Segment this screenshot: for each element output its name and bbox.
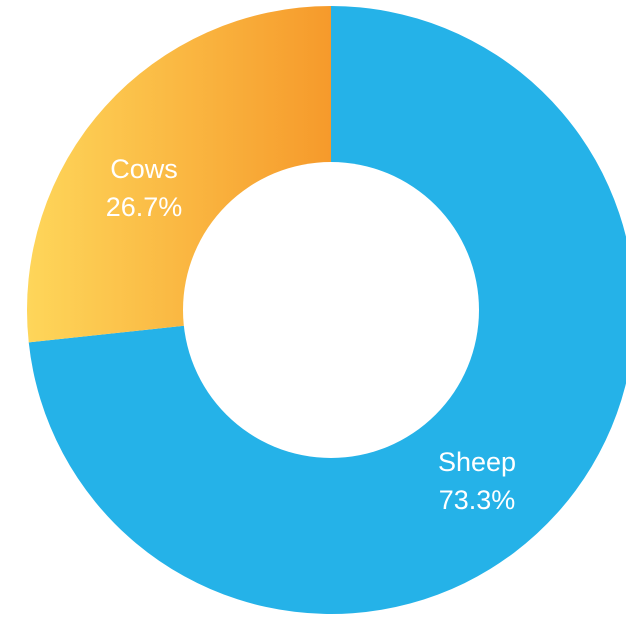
labels-layer: Sheep 73.3% Cows 26.7% bbox=[106, 154, 516, 515]
slice-percent-sheep: 73.3% bbox=[439, 485, 516, 515]
slice-sheep bbox=[28, 6, 626, 614]
slice-percent-cows: 26.7% bbox=[106, 192, 183, 222]
donut-hole bbox=[183, 162, 479, 458]
slice-label-cows: Cows bbox=[110, 154, 178, 184]
slice-label-sheep: Sheep bbox=[438, 447, 516, 477]
